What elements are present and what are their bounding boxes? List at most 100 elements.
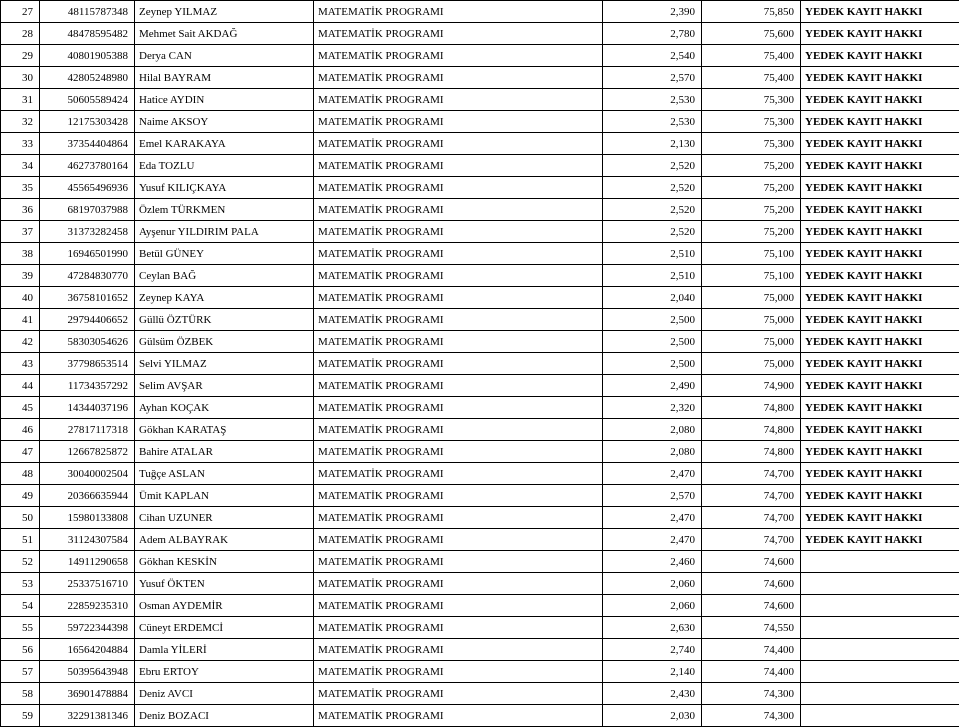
cell-program: MATEMATİK PROGRAMI — [314, 155, 603, 177]
cell-status: YEDEK KAYIT HAKKI — [801, 287, 959, 309]
cell-name: Adem ALBAYRAK — [135, 529, 314, 551]
cell-score: 2,570 — [603, 485, 702, 507]
cell-program: MATEMATİK PROGRAMI — [314, 199, 603, 221]
cell-program: MATEMATİK PROGRAMI — [314, 221, 603, 243]
cell-status: YEDEK KAYIT HAKKI — [801, 463, 959, 485]
cell-total: 75,200 — [702, 221, 801, 243]
cell-index: 55 — [1, 617, 40, 639]
cell-score: 2,520 — [603, 199, 702, 221]
cell-score: 2,140 — [603, 661, 702, 683]
cell-id: 59722344398 — [40, 617, 135, 639]
table-row: 4129794406652Güllü ÖZTÜRKMATEMATİK PROGR… — [1, 309, 959, 331]
cell-index: 49 — [1, 485, 40, 507]
cell-status: YEDEK KAYIT HAKKI — [801, 353, 959, 375]
cell-status: YEDEK KAYIT HAKKI — [801, 397, 959, 419]
cell-score: 2,060 — [603, 573, 702, 595]
cell-id: 48478595482 — [40, 23, 135, 45]
cell-status: YEDEK KAYIT HAKKI — [801, 177, 959, 199]
cell-name: Yusuf ÖKTEN — [135, 573, 314, 595]
cell-status: YEDEK KAYIT HAKKI — [801, 221, 959, 243]
cell-total: 74,700 — [702, 529, 801, 551]
cell-id: 47284830770 — [40, 265, 135, 287]
cell-score: 2,520 — [603, 177, 702, 199]
cell-total: 75,850 — [702, 1, 801, 23]
table-row: 3042805248980Hilal BAYRAMMATEMATİK PROGR… — [1, 67, 959, 89]
cell-name: Güllü ÖZTÜRK — [135, 309, 314, 331]
cell-status — [801, 551, 959, 573]
cell-program: MATEMATİK PROGRAMI — [314, 375, 603, 397]
cell-score: 2,470 — [603, 529, 702, 551]
cell-score: 2,530 — [603, 89, 702, 111]
cell-index: 57 — [1, 661, 40, 683]
cell-name: Ayhan KOÇAK — [135, 397, 314, 419]
cell-name: Deniz BOZACI — [135, 705, 314, 727]
cell-index: 56 — [1, 639, 40, 661]
cell-status — [801, 705, 959, 727]
cell-name: Gökhan KARATAŞ — [135, 419, 314, 441]
table-row: 4920366635944Ümit KAPLANMATEMATİK PROGRA… — [1, 485, 959, 507]
cell-total: 75,200 — [702, 177, 801, 199]
cell-status: YEDEK KAYIT HAKKI — [801, 23, 959, 45]
cell-total: 75,300 — [702, 89, 801, 111]
cell-name: Betül GÜNEY — [135, 243, 314, 265]
cell-status: YEDEK KAYIT HAKKI — [801, 331, 959, 353]
cell-total: 74,300 — [702, 683, 801, 705]
cell-id: 68197037988 — [40, 199, 135, 221]
cell-score: 2,030 — [603, 705, 702, 727]
cell-name: Ümit KAPLAN — [135, 485, 314, 507]
cell-program: MATEMATİK PROGRAMI — [314, 661, 603, 683]
cell-status: YEDEK KAYIT HAKKI — [801, 529, 959, 551]
cell-name: Cihan UZUNER — [135, 507, 314, 529]
cell-id: 32291381346 — [40, 705, 135, 727]
cell-id: 37798653514 — [40, 353, 135, 375]
cell-total: 74,800 — [702, 441, 801, 463]
cell-index: 43 — [1, 353, 40, 375]
cell-total: 74,600 — [702, 573, 801, 595]
cell-id: 31373282458 — [40, 221, 135, 243]
cell-total: 75,000 — [702, 331, 801, 353]
table-row: 5616564204884Damla YİLERİMATEMATİK PROGR… — [1, 639, 959, 661]
cell-program: MATEMATİK PROGRAMI — [314, 353, 603, 375]
table-row: 3212175303428Naime AKSOYMATEMATİK PROGRA… — [1, 111, 959, 133]
cell-name: Mehmet Sait AKDAĞ — [135, 23, 314, 45]
table-row: 4337798653514Selvi YILMAZMATEMATİK PROGR… — [1, 353, 959, 375]
table-row: 2748115787348Zeynep YILMAZMATEMATİK PROG… — [1, 1, 959, 23]
cell-score: 2,390 — [603, 1, 702, 23]
cell-id: 11734357292 — [40, 375, 135, 397]
cell-id: 46273780164 — [40, 155, 135, 177]
cell-id: 37354404864 — [40, 133, 135, 155]
table-row: 3947284830770Ceylan BAĞMATEMATİK PROGRAM… — [1, 265, 959, 287]
cell-name: Osman AYDEMİR — [135, 595, 314, 617]
cell-total: 74,700 — [702, 507, 801, 529]
cell-name: Emel KARAKAYA — [135, 133, 314, 155]
cell-id: 22859235310 — [40, 595, 135, 617]
cell-program: MATEMATİK PROGRAMI — [314, 23, 603, 45]
table-row: 5325337516710Yusuf ÖKTENMATEMATİK PROGRA… — [1, 573, 959, 595]
cell-score: 2,630 — [603, 617, 702, 639]
table-row: 3816946501990Betül GÜNEYMATEMATİK PROGRA… — [1, 243, 959, 265]
cell-program: MATEMATİK PROGRAMI — [314, 397, 603, 419]
cell-name: Gökhan KESKİN — [135, 551, 314, 573]
cell-name: Derya CAN — [135, 45, 314, 67]
cell-id: 42805248980 — [40, 67, 135, 89]
table-row: 5836901478884Deniz AVCIMATEMATİK PROGRAM… — [1, 683, 959, 705]
cell-name: Bahire ATALAR — [135, 441, 314, 463]
cell-name: Ayşenur YILDIRIM PALA — [135, 221, 314, 243]
table-row: 4258303054626Gülsüm ÖZBEKMATEMATİK PROGR… — [1, 331, 959, 353]
cell-total: 75,100 — [702, 243, 801, 265]
cell-total: 74,550 — [702, 617, 801, 639]
results-table-body: 2748115787348Zeynep YILMAZMATEMATİK PROG… — [1, 1, 959, 727]
table-row: 4514344037196Ayhan KOÇAKMATEMATİK PROGRA… — [1, 397, 959, 419]
table-row: 3150605589424Hatice AYDINMATEMATİK PROGR… — [1, 89, 959, 111]
cell-program: MATEMATİK PROGRAMI — [314, 133, 603, 155]
cell-name: Selim AVŞAR — [135, 375, 314, 397]
cell-total: 75,200 — [702, 199, 801, 221]
cell-index: 30 — [1, 67, 40, 89]
cell-total: 75,300 — [702, 133, 801, 155]
cell-index: 40 — [1, 287, 40, 309]
cell-name: Cüneyt ERDEMCİ — [135, 617, 314, 639]
cell-id: 48115787348 — [40, 1, 135, 23]
cell-score: 2,460 — [603, 551, 702, 573]
table-row: 3668197037988Özlem TÜRKMENMATEMATİK PROG… — [1, 199, 959, 221]
cell-index: 31 — [1, 89, 40, 111]
